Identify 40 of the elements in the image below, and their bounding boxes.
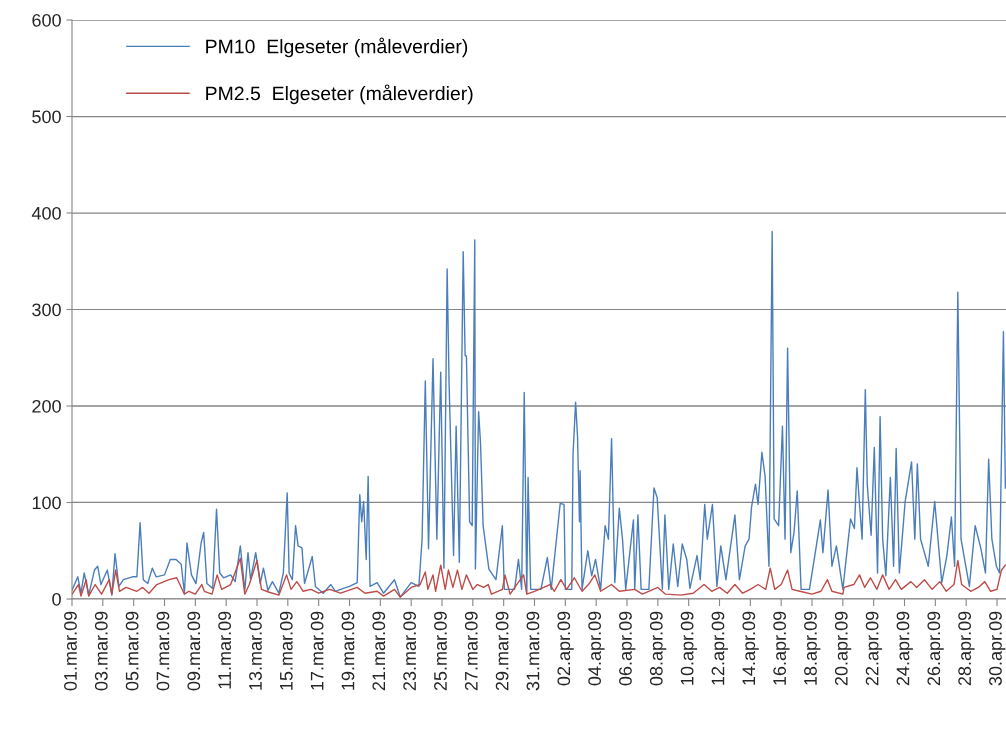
x-tick-label: 17.mar.09 [310,611,324,690]
x-tick-label: 19.mar.09 [341,611,355,690]
x-tick-label: 02.apr.09 [557,611,574,686]
x-tick-label: 07.mar.09 [156,611,170,691]
x-tick-label: 29.mar.09 [495,611,509,691]
x-tick-label: 09.mar.09 [187,611,201,691]
x-tick-label: 01.mar.09 [64,611,77,691]
x-tick-label: 06.apr.09 [619,611,636,686]
x-tick-label: 04.apr.09 [588,611,605,686]
y-tick-label: 500 [32,110,61,124]
x-tick-label: 08.apr.09 [649,611,667,686]
x-tick-label: 28.apr.09 [958,611,975,686]
x-tick-label: 30.apr.09 [989,611,1006,686]
y-tick-label: 400 [31,206,61,220]
x-tick-label: 03.mar.09 [94,611,108,691]
x-tick-label: 25.mar.09 [434,611,447,691]
x-tick-label: 26.apr.09 [927,611,944,686]
y-tick-label: 200 [32,399,61,413]
x-tick-label: 20.apr.09 [834,611,852,686]
y-tick-label: 0 [52,592,61,606]
x-tick-label: 31.mar.09 [526,611,540,691]
x-tick-label: 14.apr.09 [742,611,759,685]
x-tick-label: 21.mar.09 [372,611,386,691]
x-tick-label: 18.apr.09 [804,611,821,685]
x-tick-label: 27.mar.09 [464,611,478,691]
y-tick-label: 600 [32,13,61,27]
x-tick-label: 11.mar.09 [218,611,232,689]
x-tick-label: 12.apr.09 [711,611,728,685]
y-tick-label: 300 [32,303,61,317]
legend-label: PM10 Elgeseter (måleverdier) [206,37,468,58]
x-tick-label: 05.mar.09 [125,611,139,691]
x-tick-label: 16.apr.09 [773,611,790,685]
legend-label: PM2.5 Elgeseter (måleverdier) [206,84,473,105]
x-tick-label: 22.apr.09 [865,611,883,686]
x-tick-label: 10.apr.09 [680,611,698,685]
x-tick-label: 23.mar.09 [403,611,417,691]
x-tick-label: 24.apr.09 [896,611,913,686]
y-tick-label: 100 [32,496,61,510]
x-tick-label: 15.mar.09 [279,611,293,690]
x-tick-label: 13.mar.09 [249,611,262,690]
